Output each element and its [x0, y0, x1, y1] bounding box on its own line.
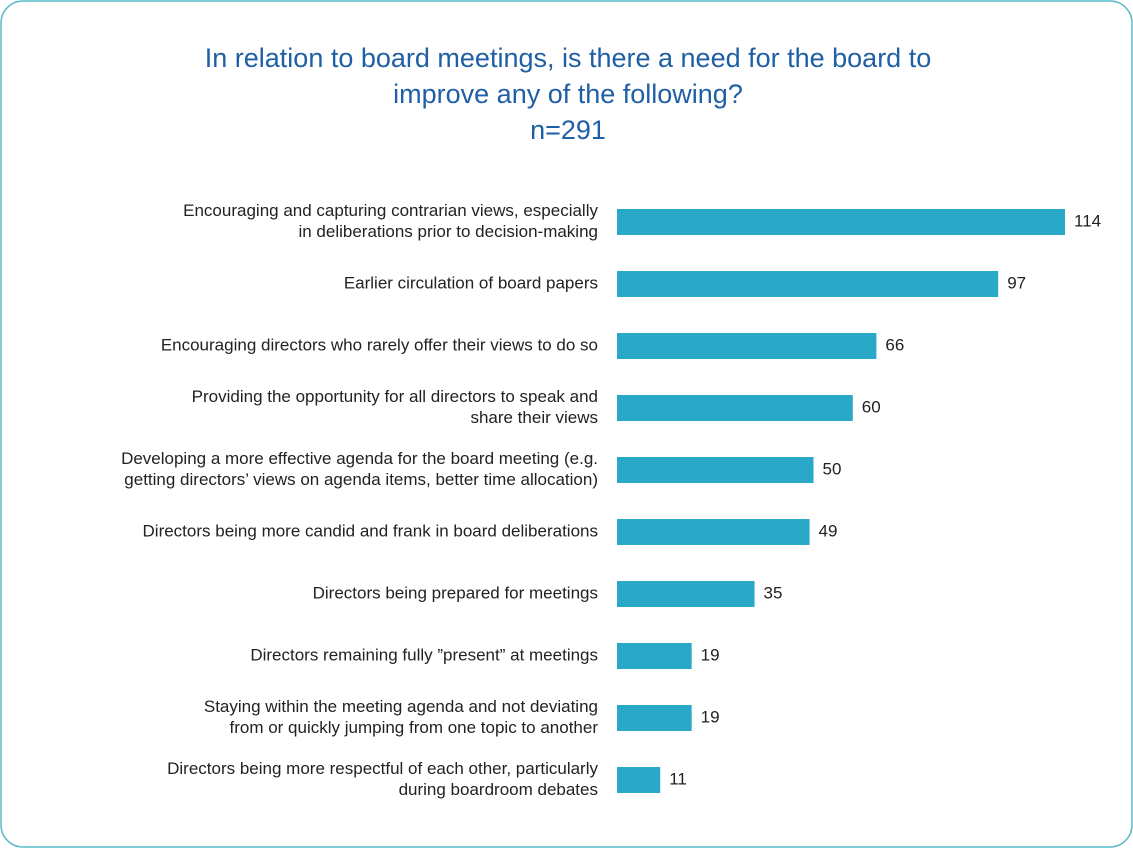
category-label: Directors being prepared for meetings [313, 583, 598, 602]
bar [617, 333, 877, 359]
bar [617, 643, 692, 669]
value-label: 19 [701, 707, 720, 726]
bar [617, 271, 999, 297]
category-label: during boardroom debates [399, 780, 598, 799]
category-label: Staying within the meeting agenda and no… [204, 697, 598, 716]
value-label: 49 [819, 521, 838, 540]
category-label: share their views [470, 408, 598, 427]
category-label: in deliberations prior to decision-makin… [298, 222, 598, 241]
category-label: Earlier circulation of board papers [344, 273, 598, 292]
bar [617, 209, 1065, 235]
value-label: 19 [701, 645, 720, 664]
bar [617, 767, 661, 793]
category-label: Developing a more effective agenda for t… [121, 449, 598, 468]
category-label: Providing the opportunity for all direct… [192, 387, 598, 406]
bar [617, 457, 814, 483]
value-label: 66 [885, 335, 904, 354]
value-label: 97 [1007, 273, 1026, 292]
chart-title: improve any of the following? [393, 79, 743, 109]
bar [617, 581, 755, 607]
bar [617, 705, 692, 731]
value-label: 60 [862, 397, 881, 416]
category-label: Directors being more respectful of each … [167, 759, 598, 778]
value-label: 11 [669, 769, 687, 788]
category-label: Encouraging directors who rarely offer t… [161, 335, 598, 354]
category-label: Encouraging and capturing contrarian vie… [183, 201, 598, 220]
value-label: 114 [1074, 211, 1101, 230]
bar [617, 519, 810, 545]
value-label: 35 [764, 583, 783, 602]
bar [617, 395, 853, 421]
category-label: getting directors’ views on agenda items… [124, 470, 598, 489]
category-label: from or quickly jumping from one topic t… [229, 718, 598, 737]
value-label: 50 [822, 459, 841, 478]
category-label: Directors being more candid and frank in… [143, 521, 598, 540]
chart-title: In relation to board meetings, is there … [205, 43, 931, 73]
chart-subtitle: n=291 [530, 115, 606, 145]
category-label: Directors remaining fully ”present” at m… [250, 645, 598, 664]
